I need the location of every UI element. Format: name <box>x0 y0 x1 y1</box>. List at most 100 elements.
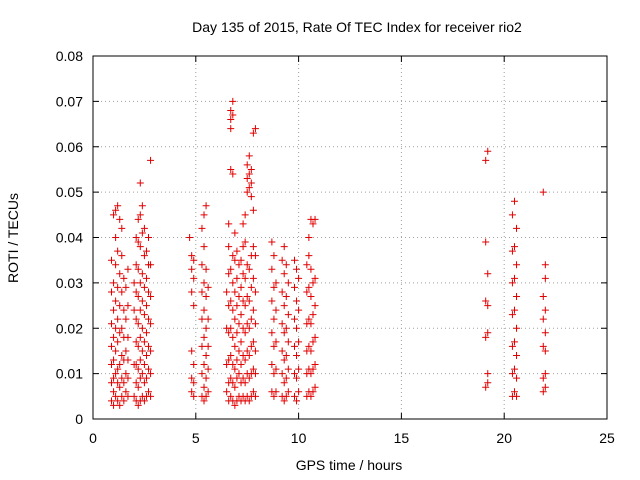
data-point <box>138 324 146 332</box>
data-point <box>136 374 144 382</box>
data-point <box>311 274 319 282</box>
data-point <box>140 224 148 232</box>
data-point <box>202 392 210 400</box>
data-point <box>541 370 549 378</box>
data-point <box>233 374 241 382</box>
data-point <box>247 315 255 323</box>
data-point <box>120 379 128 387</box>
data-point <box>108 256 116 264</box>
data-point <box>309 338 317 346</box>
data-point <box>510 197 518 205</box>
data-point <box>513 261 521 269</box>
data-point <box>229 279 237 287</box>
data-point <box>147 261 155 269</box>
data-point <box>229 111 237 119</box>
data-point <box>282 261 290 269</box>
data-point <box>188 265 196 273</box>
data-point <box>513 374 521 382</box>
data-point <box>110 356 118 364</box>
data-point <box>202 265 210 273</box>
data-point <box>270 315 278 323</box>
data-point <box>114 283 122 291</box>
data-point <box>309 279 317 287</box>
data-point <box>284 388 292 396</box>
data-point <box>539 315 547 323</box>
data-point <box>249 243 257 251</box>
data-point <box>513 392 521 400</box>
data-point <box>309 365 317 373</box>
data-point <box>270 392 278 400</box>
data-point <box>513 351 521 359</box>
data-point <box>239 220 247 228</box>
data-point <box>200 306 208 314</box>
data-point <box>251 125 259 133</box>
x-tick-label: 25 <box>599 430 615 446</box>
data-point <box>249 129 257 137</box>
data-point <box>116 329 124 337</box>
data-point <box>307 265 315 273</box>
data-point <box>145 388 153 396</box>
data-point <box>140 338 148 346</box>
data-point <box>508 247 516 255</box>
data-point <box>122 370 130 378</box>
data-point <box>200 361 208 369</box>
data-point <box>239 324 247 332</box>
data-point <box>108 361 116 369</box>
data-point <box>190 392 198 400</box>
data-point <box>188 252 196 260</box>
data-point <box>237 338 245 346</box>
data-point <box>510 243 518 251</box>
data-point <box>268 238 276 246</box>
data-point <box>229 361 237 369</box>
data-point <box>112 206 120 214</box>
data-point <box>251 370 259 378</box>
data-point <box>307 347 315 355</box>
data-point <box>243 188 251 196</box>
data-point <box>114 315 122 323</box>
data-point <box>510 365 518 373</box>
data-point <box>280 329 288 337</box>
data-point <box>202 351 210 359</box>
data-point <box>278 320 286 328</box>
data-point <box>280 397 288 405</box>
data-point <box>305 252 313 260</box>
data-point <box>251 252 259 260</box>
data-point <box>110 388 118 396</box>
data-point <box>282 392 290 400</box>
data-point <box>239 351 247 359</box>
data-point <box>198 370 206 378</box>
y-tick-label: 0.05 <box>56 184 83 200</box>
data-point <box>247 165 255 173</box>
data-point <box>147 392 155 400</box>
data-point <box>147 347 155 355</box>
y-tick-labels: 0 0.01 0.02 0.03 0.04 0.05 0.06 0.07 0.08 <box>56 48 83 427</box>
data-point <box>245 170 253 178</box>
data-point <box>186 234 194 241</box>
data-point <box>198 288 206 296</box>
data-point <box>200 397 208 405</box>
data-point <box>140 283 148 291</box>
data-point <box>225 302 233 310</box>
data-point <box>270 252 278 260</box>
data-point <box>122 347 130 355</box>
data-point <box>235 320 243 328</box>
data-point <box>227 374 235 382</box>
data-point <box>280 379 288 387</box>
data-point <box>510 274 518 282</box>
data-point <box>112 234 120 241</box>
data-point <box>231 288 239 296</box>
data-point <box>241 238 249 246</box>
data-point <box>241 211 249 219</box>
data-point <box>190 256 198 264</box>
data-point <box>231 342 239 350</box>
data-point <box>484 147 492 155</box>
data-point <box>508 211 516 219</box>
y-tick-label: 0.01 <box>56 366 83 382</box>
data-point <box>309 388 317 396</box>
data-point <box>305 342 313 350</box>
data-point <box>484 370 492 378</box>
data-point <box>241 356 249 364</box>
data-point <box>140 311 148 319</box>
data-point <box>145 342 153 350</box>
data-point <box>278 288 286 296</box>
